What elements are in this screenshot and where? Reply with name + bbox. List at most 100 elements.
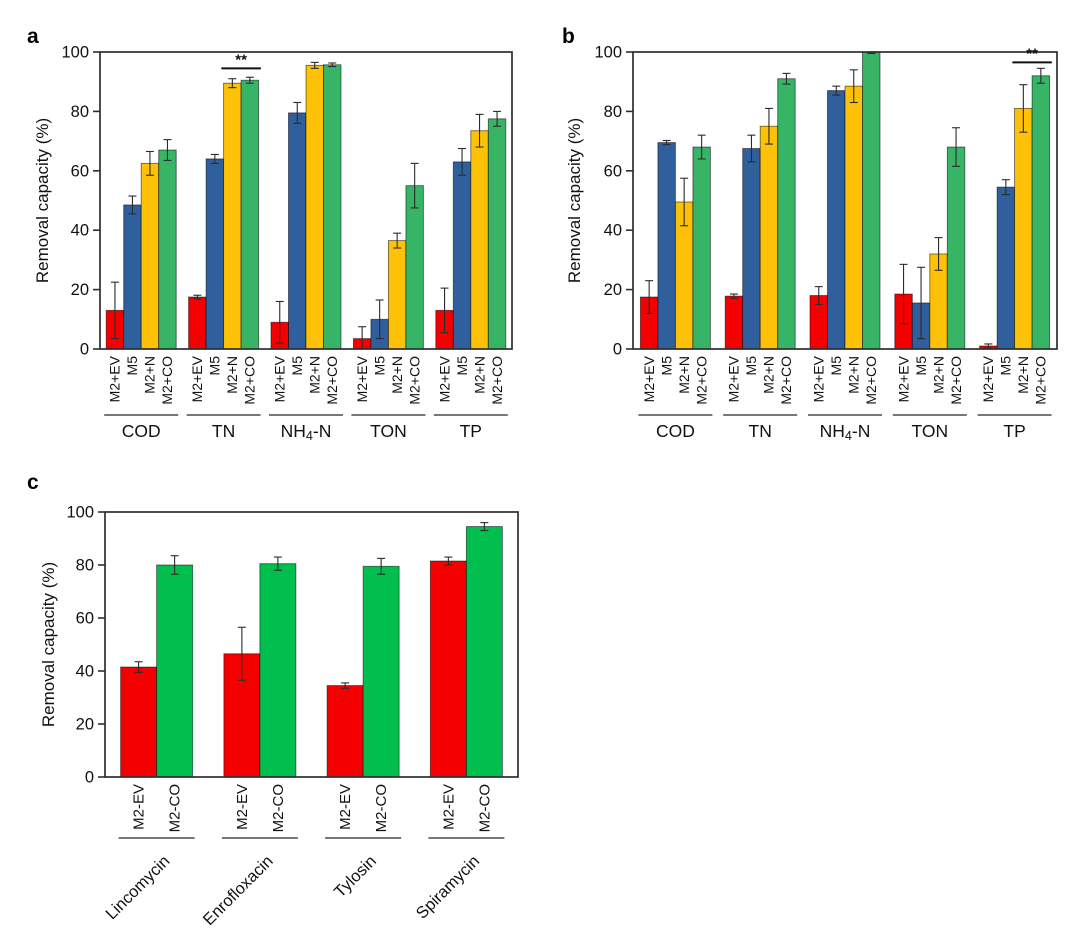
category-label: Enrofloxacin: [200, 852, 277, 929]
category-label: TON: [370, 421, 407, 441]
bar-M2+N-TN: [759, 125, 779, 350]
error-bar: [375, 299, 384, 340]
bar-label: M5: [371, 356, 387, 376]
bar-label: M2-CO: [373, 784, 390, 832]
significance-marker: **: [221, 51, 261, 70]
bar-label: M2+N: [1015, 356, 1031, 394]
bar-M5-TN: [205, 158, 225, 350]
bar-label: M5: [658, 356, 674, 376]
y-tick-label: 0: [613, 341, 622, 359]
bar-label: M2+CO: [242, 356, 258, 405]
error-bar: [293, 101, 302, 124]
bar-M2+CO-TON: [405, 185, 424, 350]
bar-M2+N-COD: [140, 162, 160, 350]
error-bar: [237, 626, 246, 681]
bar-label: M2-EV: [440, 784, 457, 830]
axis-box: [632, 51, 1058, 350]
bar-M2+CO-TN: [240, 79, 260, 350]
bar-M2+N-NH4-N: [305, 64, 324, 350]
bar-label: M5: [124, 356, 140, 376]
error-bar: [170, 555, 179, 575]
bar-label: M5: [998, 356, 1014, 376]
bar-label: M2+CO: [778, 356, 794, 405]
category-label: TN: [212, 421, 235, 441]
error-bar: [444, 556, 453, 566]
y-axis-ticks: 0 20 40 60 80 100: [66, 504, 105, 787]
error-bar: [377, 557, 386, 575]
bar-label: M2+N: [307, 356, 323, 394]
bar-label: M2+N: [846, 356, 862, 394]
error-bar: [493, 110, 502, 127]
y-tick-label: 100: [61, 44, 89, 62]
bar-M2+CO-NH4-N: [862, 51, 881, 350]
bar-label: M2+EV: [189, 355, 205, 402]
error-bar: [245, 76, 254, 84]
bar-label: M2+CO: [948, 356, 964, 405]
bar-group-COD: M2+EV M5 M2+N M2+CO COD: [104, 139, 179, 441]
bar-label: M2-CO: [167, 784, 184, 832]
error-bar: [782, 72, 791, 85]
bar-M2+N-TP: [1014, 107, 1033, 350]
bar-M2-EV-Tylosin: [326, 685, 364, 778]
y-tick-label: 40: [604, 222, 622, 240]
panel-a-letter: a: [27, 25, 39, 48]
error-bar: [934, 237, 943, 271]
bar-label: M2+N: [761, 356, 777, 394]
y-tick-label: 0: [80, 341, 89, 359]
error-bar: [1019, 84, 1028, 133]
error-bar: [393, 232, 402, 249]
y-tick-label: 60: [604, 162, 622, 180]
y-tick-label: 0: [85, 769, 94, 787]
bar-label: M2+EV: [641, 355, 657, 402]
category-label: Lincomycin: [102, 852, 173, 923]
error-bar: [341, 682, 350, 689]
bar-label: M2-EV: [337, 784, 354, 830]
bar-M2-CO-Tylosin: [362, 565, 400, 778]
bar-label: M2+CO: [693, 356, 709, 405]
bar-label: M5: [828, 356, 844, 376]
category-label: NH4-N: [820, 421, 871, 443]
bar-M2+CO-TP: [1031, 75, 1051, 350]
y-axis-title: Removal capacity (%): [33, 118, 52, 283]
error-bar: [662, 139, 671, 146]
y-tick-label: 80: [71, 103, 89, 121]
error-bar: [697, 134, 706, 160]
bar-label: M5: [454, 356, 470, 376]
axis-box: [99, 51, 513, 350]
bar-label: M2+N: [471, 356, 487, 394]
bar-group-TP: M2+EV M5 M2+N M2+CO TP: [977, 67, 1052, 441]
category-label: Tylosin: [331, 852, 380, 901]
error-bar: [917, 266, 926, 340]
y-tick-label: 20: [604, 281, 622, 299]
bar-label: M2-EV: [131, 784, 148, 830]
bar-label: M2+EV: [980, 355, 996, 402]
bar-label: M2+N: [224, 356, 240, 394]
error-bar: [899, 263, 908, 325]
error-bar: [680, 177, 689, 227]
bar-label: M2+EV: [272, 355, 288, 402]
error-bar: [193, 294, 202, 300]
category-label: NH4-N: [281, 421, 332, 443]
error-bar: [110, 281, 119, 340]
error-bar: [747, 134, 756, 163]
y-tick-label: 80: [604, 103, 622, 121]
error-bar: [645, 280, 654, 314]
bar-label: M2+CO: [406, 356, 422, 405]
category-label: Spiramycin: [413, 852, 483, 922]
y-tick-label: 40: [76, 663, 94, 681]
error-bar: [228, 78, 237, 89]
bar-label: M5: [743, 356, 759, 376]
y-tick-label: 40: [71, 222, 89, 240]
bar-M5-TP: [996, 186, 1016, 350]
bar-group-Enrofloxacin: M2-EV M2-CO Enrofloxacin: [200, 556, 298, 929]
error-bar: [145, 150, 154, 176]
error-bar: [480, 522, 489, 532]
bar-M2-CO-Spiramycin: [465, 526, 503, 778]
bar-M2+N-NH4-N: [844, 85, 863, 350]
error-bar: [475, 113, 484, 148]
error-bar: [410, 162, 419, 209]
